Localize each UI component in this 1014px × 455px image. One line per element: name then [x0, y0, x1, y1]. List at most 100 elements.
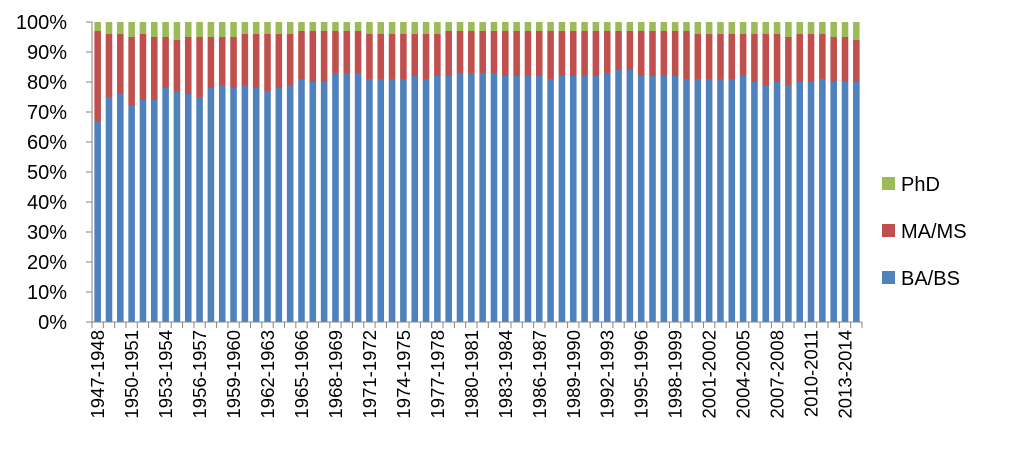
bar-segment-ba-bs: [502, 76, 509, 322]
bar-segment-phd: [671, 22, 679, 31]
x-tick-label: 2010-2011: [801, 330, 822, 417]
bar-segment-phd: [660, 22, 668, 31]
bar-segment-phd: [411, 22, 419, 34]
bar-segment-ma-ms: [400, 34, 407, 79]
bar-segment-phd: [524, 22, 532, 31]
bar-segment-ba-bs: [615, 70, 622, 322]
bar-segment-ma-ms: [332, 31, 339, 73]
bar-segment-phd: [513, 22, 520, 31]
x-tick-label: 1980-1981: [461, 330, 482, 418]
bar-segment-phd: [332, 22, 339, 31]
bar-segment-phd: [615, 22, 622, 31]
bar-segment-ma-ms: [558, 31, 566, 76]
bar-segment-ma-ms: [841, 37, 849, 82]
bar-segment-ba-bs: [796, 82, 804, 322]
bar-segment-phd: [343, 22, 351, 31]
plot-area: [94, 22, 860, 322]
bar-segment-ma-ms: [705, 34, 713, 79]
legend-label: MA/MS: [901, 221, 967, 243]
bar-segment-ba-bs: [173, 91, 181, 322]
bar-segment-ba-bs: [196, 97, 203, 322]
legend-label: BA/BS: [901, 268, 960, 290]
bar-segment-ba-bs: [717, 79, 724, 322]
bar-segment-ma-ms: [354, 31, 362, 73]
x-tick-label: 1992-1993: [597, 330, 618, 418]
bar-segment-ma-ms: [535, 31, 543, 76]
bar-segment-ba-bs: [581, 76, 588, 322]
bar-segment-ba-bs: [207, 88, 215, 322]
bar-segment-ma-ms: [694, 34, 702, 79]
bar-segment-ba-bs: [456, 73, 464, 322]
bar-segment-phd: [773, 22, 781, 34]
bar-segment-ma-ms: [785, 37, 792, 85]
bar-segment-ba-bs: [649, 76, 656, 322]
bar-segment-ma-ms: [762, 34, 770, 85]
bar-segment-ma-ms: [547, 31, 554, 79]
y-tick-label: 80%: [27, 72, 67, 94]
bar-segment-ma-ms: [422, 34, 430, 79]
bar-segment-phd: [400, 22, 407, 34]
bar-segment-ma-ms: [683, 31, 690, 79]
x-tick-label: 1950-1951: [121, 330, 142, 418]
bar-segment-ma-ms: [241, 34, 249, 85]
x-tick-label: 2001-2002: [699, 330, 720, 418]
legend-swatch: [882, 177, 895, 190]
bar-segment-ba-bs: [807, 82, 815, 322]
bar-segment-phd: [649, 22, 656, 31]
x-tick-label: 2013-2014: [835, 330, 856, 418]
bar-segment-ma-ms: [162, 37, 169, 88]
y-axis: 0% 10% 20% 30% 40% 50% 60% 70% 80% 90% 100%: [16, 12, 93, 334]
bar-segment-ba-bs: [218, 85, 226, 322]
bar-segment-ba-bs: [592, 76, 600, 322]
bar-segment-ba-bs: [241, 85, 249, 322]
bar-segment-ba-bs: [705, 79, 713, 322]
bar-segment-phd: [468, 22, 475, 31]
bar-segment-phd: [117, 22, 124, 34]
bar-segment-ma-ms: [751, 34, 758, 82]
bar-segment-ba-bs: [377, 79, 385, 322]
bar-segment-ba-bs: [626, 70, 634, 322]
bar-segment-ma-ms: [309, 31, 317, 82]
bar-segment-ma-ms: [592, 31, 600, 76]
bar-segment-ma-ms: [196, 37, 203, 97]
bar-segment-ma-ms: [615, 31, 622, 70]
bar-segment-phd: [275, 22, 283, 34]
bar-segment-ba-bs: [184, 94, 192, 322]
bar-segment-ba-bs: [773, 82, 781, 322]
bar-segment-ma-ms: [524, 31, 532, 76]
bar-segment-ba-bs: [162, 88, 169, 322]
bar-segment-ma-ms: [490, 31, 498, 73]
bar-segment-phd: [252, 22, 260, 34]
bar-segment-ma-ms: [513, 31, 520, 76]
bar-segment-ma-ms: [626, 31, 634, 70]
y-tick-label: 40%: [27, 192, 67, 214]
bar-segment-phd: [184, 22, 192, 37]
bar-segment-phd: [637, 22, 645, 31]
bar-segment-ba-bs: [117, 94, 124, 322]
bar-segment-ba-bs: [445, 76, 452, 322]
x-tick-label: 1947-1948: [87, 330, 108, 418]
bar-segment-phd: [354, 22, 362, 31]
bar-segment-ma-ms: [264, 34, 271, 91]
bar-segment-ba-bs: [286, 85, 294, 322]
bar-segment-ma-ms: [207, 37, 215, 88]
bar-segment-ma-ms: [468, 31, 475, 73]
legend-swatch: [882, 271, 895, 284]
bar-segment-phd: [535, 22, 543, 31]
bar-segment-ma-ms: [275, 34, 283, 88]
x-tick-label: 1995-1996: [631, 330, 652, 418]
bar-segment-ma-ms: [298, 31, 305, 79]
bar-segment-ba-bs: [637, 76, 645, 322]
bar-segment-phd: [581, 22, 588, 31]
bar-segment-ma-ms: [434, 34, 441, 76]
bar-segment-phd: [218, 22, 226, 37]
bar-segment-phd: [162, 22, 169, 37]
bar-segment-ba-bs: [683, 79, 690, 322]
bar-segment-ma-ms: [139, 34, 147, 100]
bar-segment-ba-bs: [343, 73, 351, 322]
bar-segment-ba-bs: [762, 85, 770, 322]
bar-segment-phd: [717, 22, 724, 34]
x-tick-label: 1953-1954: [155, 330, 176, 418]
x-axis: 1947-1948 1950-1951 1953-1954 1956-1957 1959…: [87, 321, 863, 418]
